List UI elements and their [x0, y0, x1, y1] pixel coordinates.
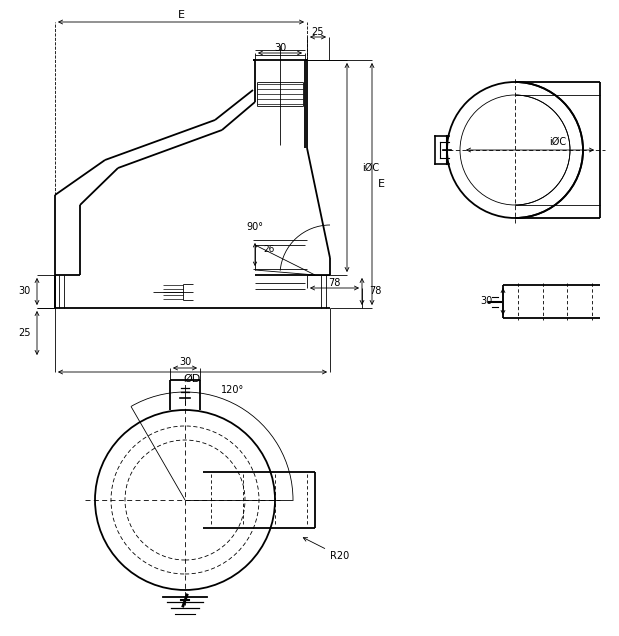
Text: ØD: ØD	[184, 374, 201, 384]
Text: 78: 78	[369, 286, 381, 296]
Text: 26: 26	[264, 245, 275, 254]
Text: 90°: 90°	[246, 222, 264, 232]
Text: 30: 30	[481, 296, 493, 307]
Text: 25: 25	[19, 328, 31, 338]
Text: 25: 25	[312, 27, 324, 37]
Text: 78: 78	[328, 278, 340, 288]
Text: 30: 30	[274, 43, 286, 53]
Text: iØC: iØC	[549, 137, 566, 147]
Text: E: E	[178, 10, 184, 20]
Text: R20: R20	[303, 537, 349, 561]
Text: iØC: iØC	[362, 163, 379, 172]
Text: 30: 30	[179, 357, 191, 367]
Text: 30: 30	[19, 286, 31, 296]
Text: 120°: 120°	[222, 385, 245, 394]
Text: E: E	[378, 179, 385, 189]
